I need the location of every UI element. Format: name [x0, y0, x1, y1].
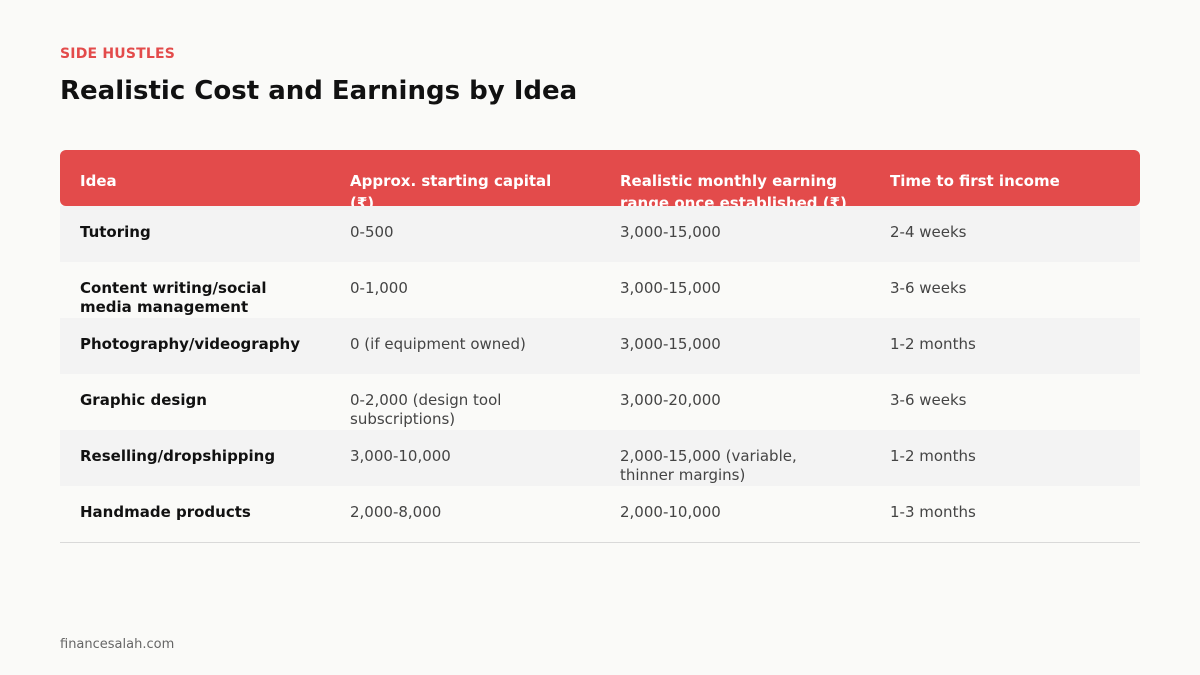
cell-idea: Photography/videography	[80, 335, 300, 353]
cell-idea: Reselling/dropshipping	[80, 447, 276, 465]
cell-time-to-income: 3-6 weeks	[890, 391, 967, 409]
table-row: Tutoring 0-500 3,000-15,000 2-4 weeks	[60, 206, 1140, 262]
table-row: Reselling/dropshipping 3,000-10,000 2,00…	[60, 430, 1140, 486]
table-row: Graphic design 0-2,000 (design tool subs…	[60, 374, 1140, 430]
column-header-starting-capital: Approx. starting capital (₹)	[350, 172, 552, 206]
cell-starting-capital: 0-1,000	[350, 279, 408, 297]
cell-idea: Handmade products	[80, 503, 251, 521]
comparison-table: Idea Approx. starting capital (₹) Realis…	[60, 150, 1140, 543]
cell-time-to-income: 1-2 months	[890, 335, 976, 353]
table-header: Idea Approx. starting capital (₹) Realis…	[60, 150, 1140, 206]
site-footer: financesalah.com	[60, 637, 175, 652]
cell-monthly-earnings: 3,000-15,000	[620, 279, 721, 297]
column-header-time-to-income: Time to first income	[890, 172, 1060, 190]
column-header-monthly-earnings: Realistic monthly earning range once est…	[620, 172, 847, 206]
cell-time-to-income: 2-4 weeks	[890, 223, 967, 241]
cell-monthly-earnings: 2,000-15,000 (variable, thinner margins)	[620, 447, 797, 484]
cell-monthly-earnings: 2,000-10,000	[620, 503, 721, 521]
cell-starting-capital: 0 (if equipment owned)	[350, 335, 526, 353]
cell-monthly-earnings: 3,000-15,000	[620, 335, 721, 353]
section-eyebrow: SIDE HUSTLES	[60, 46, 176, 62]
cell-starting-capital: 3,000-10,000	[350, 447, 451, 465]
column-header-idea: Idea	[80, 172, 117, 190]
page-title: Realistic Cost and Earnings by Idea	[60, 76, 578, 106]
cell-idea: Graphic design	[80, 391, 207, 409]
table-row: Handmade products 2,000-8,000 2,000-10,0…	[60, 486, 1140, 542]
cell-idea: Content writing/social media management	[80, 279, 267, 316]
cell-starting-capital: 0-2,000 (design tool subscriptions)	[350, 391, 502, 428]
cell-time-to-income: 3-6 weeks	[890, 279, 967, 297]
table-row: Content writing/social media management …	[60, 262, 1140, 318]
cell-time-to-income: 1-3 months	[890, 503, 976, 521]
cell-time-to-income: 1-2 months	[890, 447, 976, 465]
cell-idea: Tutoring	[80, 223, 151, 241]
cell-starting-capital: 2,000-8,000	[350, 503, 442, 521]
cell-monthly-earnings: 3,000-20,000	[620, 391, 721, 409]
cell-starting-capital: 0-500	[350, 223, 394, 241]
cell-monthly-earnings: 3,000-15,000	[620, 223, 721, 241]
table-row: Photography/videography 0 (if equipment …	[60, 318, 1140, 374]
